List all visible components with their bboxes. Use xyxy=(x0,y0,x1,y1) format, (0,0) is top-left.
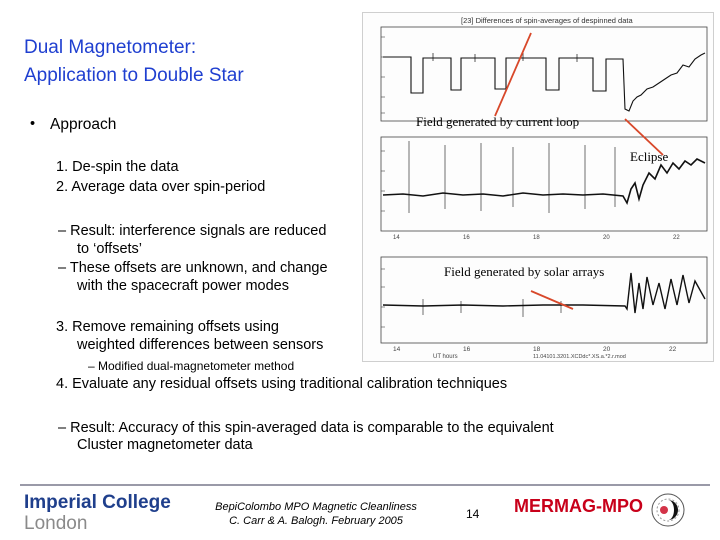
bottom-x-ticks: 14 16 18 20 22 xyxy=(393,346,677,353)
step-3-line-1: 3. Remove remaining offsets using xyxy=(56,319,279,335)
svg-text:16: 16 xyxy=(463,235,470,241)
panel-2-signal xyxy=(382,158,706,206)
x-tick: 14 xyxy=(393,346,401,353)
annotation-solar-arrays: Field generated by solar arrays xyxy=(444,264,605,279)
panel-1-ticks xyxy=(381,36,385,114)
x-tick: 16 xyxy=(463,346,471,353)
result-1-line-2: to ‘offsets’ xyxy=(77,241,143,257)
panel-1-spikes xyxy=(432,53,578,62)
footer-center-line-2: C. Carr & A. Balogh. February 2005 xyxy=(229,515,403,527)
mermag-logo-svg xyxy=(651,493,685,527)
approach-label: Approach xyxy=(50,116,117,133)
plot-panel-1 xyxy=(380,26,708,122)
panel-3-ticks xyxy=(381,268,385,328)
plot-panel-2 xyxy=(380,136,708,232)
svg-text:18: 18 xyxy=(533,235,540,241)
x-axis-label: UT hours xyxy=(433,354,458,360)
panel-2-ticks xyxy=(381,150,385,212)
annotation-eclipse: Eclipse xyxy=(630,149,669,164)
result-1-line-1: – Result: interference signals are reduc… xyxy=(58,223,327,239)
title-line-2: Application to Double Star xyxy=(24,65,244,86)
logo-line-2: London xyxy=(24,513,88,534)
imperial-logo: Imperial College London xyxy=(24,492,171,534)
mermag-logo-icon xyxy=(650,492,686,528)
step-4: 4. Evaluate any residual offsets using t… xyxy=(56,376,508,392)
plot-svg: [23] Differences of spin-averages of des… xyxy=(380,16,708,360)
svg-text:20: 20 xyxy=(603,235,610,241)
result-3-line-1: – Result: Accuracy of this spin-averaged… xyxy=(58,420,554,436)
plot-panel-3 xyxy=(380,256,708,344)
x-tick: 20 xyxy=(603,346,611,353)
footer-center: BepiColombo MPO Magnetic Cleanliness C. … xyxy=(196,500,436,528)
step-1: 1. De-spin the data xyxy=(56,159,179,175)
figure-footer-ref: 11.04101.3201.XCDdc*.XS.a.*2.r.mod xyxy=(533,354,626,360)
x-tick: 18 xyxy=(533,346,541,353)
footer-center-line-1: BepiColombo MPO Magnetic Cleanliness xyxy=(215,501,417,513)
panel-1-signal xyxy=(383,52,706,112)
result-2-line-2: with the spacecraft power modes xyxy=(77,278,289,294)
svg-text:14: 14 xyxy=(393,235,400,241)
footer-divider xyxy=(20,484,710,486)
logo-line-1: Imperial College xyxy=(24,492,171,513)
step-3-sub: – Modified dual-magnetometer method xyxy=(88,359,295,373)
svg-text:22: 22 xyxy=(673,235,680,241)
annotation-current-loop: Field generated by current loop xyxy=(416,114,580,129)
bullet-marker: • xyxy=(30,116,36,132)
step-3-line-2: weighted differences between sensors xyxy=(77,337,324,353)
slide-title: Dual Magnetometer: Application to Double… xyxy=(24,34,354,90)
result-3-line-2: Cluster magnetometer data xyxy=(77,437,253,453)
mermag-brand: MERMAG-MPO xyxy=(514,496,643,516)
x-tick: 22 xyxy=(669,346,677,353)
arrow-current-loop xyxy=(494,32,532,117)
arrow-solar-arrays xyxy=(530,290,574,310)
figure-panel: [23] Differences of spin-averages of des… xyxy=(362,12,714,362)
page-number: 14 xyxy=(466,507,480,521)
panel-2-xticks: 14 16 18 20 22 xyxy=(393,235,680,241)
arrow-eclipse xyxy=(624,118,664,156)
result-2-line-1: – These offsets are unknown, and change xyxy=(58,260,328,276)
step-2: 2. Average data over spin-period xyxy=(56,179,266,195)
title-line-1: Dual Magnetometer: xyxy=(24,37,197,58)
figure-header: [23] Differences of spin-averages of des… xyxy=(461,16,633,25)
panel-3-spikes xyxy=(422,299,562,317)
panel-2-spikes xyxy=(408,141,616,213)
